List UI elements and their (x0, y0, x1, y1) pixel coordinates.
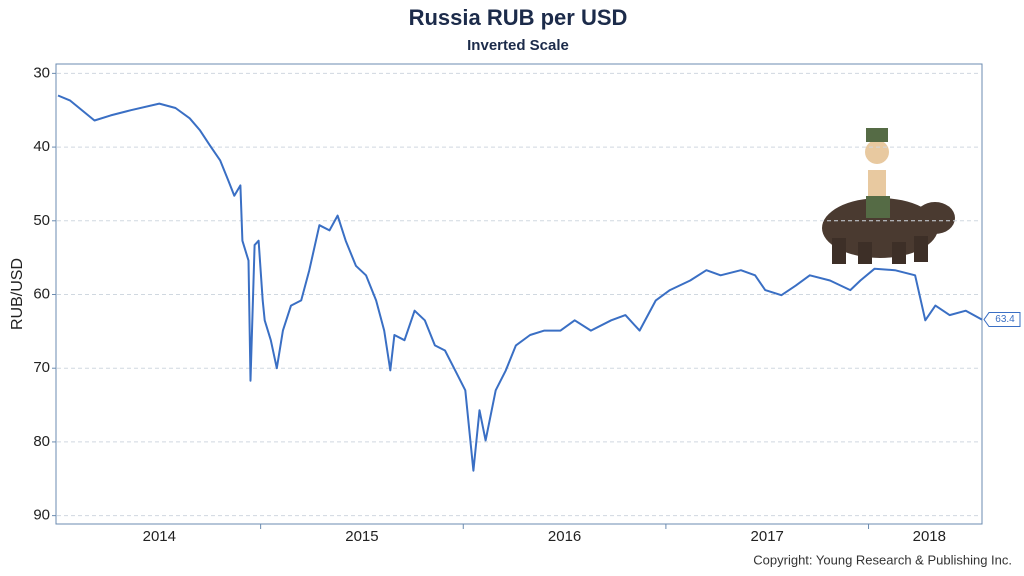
y-tick-label: 60 (33, 285, 50, 302)
source-note: Copyright: Young Research & Publishing I… (753, 552, 1012, 567)
y-tick-label: 30 (33, 64, 50, 81)
y-tick-label: 50 (33, 212, 50, 229)
y-tick-label: 40 (33, 138, 50, 155)
y-tick-label: 70 (33, 359, 50, 376)
x-tick-label: 2017 (751, 528, 784, 545)
y-axis-title: RUB/USD (9, 258, 26, 330)
y-tick-label: 90 (33, 507, 50, 524)
y-tick-label: 80 (33, 433, 50, 450)
x-tick-label: 2018 (913, 528, 946, 545)
x-tick-label: 2015 (345, 528, 378, 545)
x-tick-label: 2016 (548, 528, 581, 545)
bear-illustration (822, 128, 955, 264)
chart-subtitle: Inverted Scale (467, 37, 569, 54)
x-tick-label: 2014 (143, 528, 176, 545)
data-line (57, 94, 983, 472)
last-value-label: 63.4 (995, 314, 1015, 325)
last-value-callout (983, 312, 1021, 328)
chart-title: Russia RUB per USD (409, 5, 628, 30)
